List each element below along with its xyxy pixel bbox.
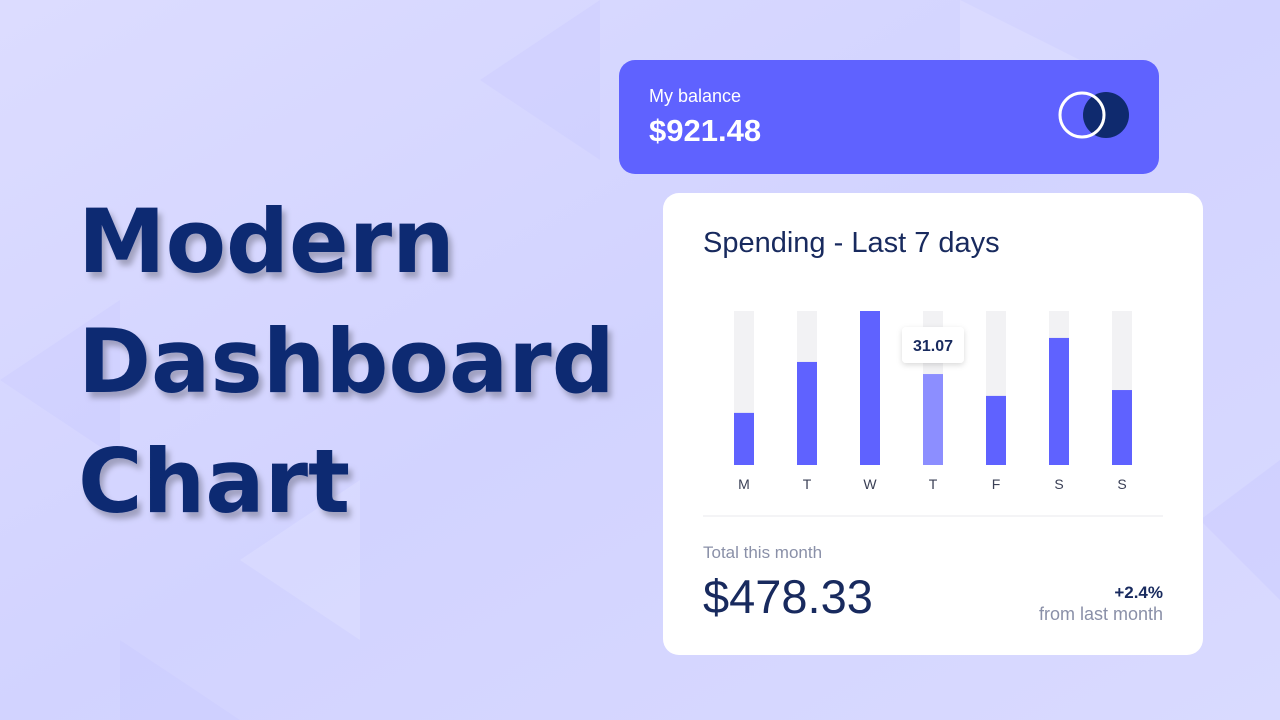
summary-change-note: from last month [1039, 604, 1163, 624]
bar [986, 395, 1006, 465]
bar [1112, 390, 1132, 465]
balance-card [619, 60, 1159, 174]
balance-amount: $921.48 [649, 113, 761, 148]
summary-change: +2.4% [1114, 583, 1163, 602]
x-tick-label: T [929, 476, 938, 492]
tooltip [902, 327, 964, 364]
x-tick-label: T [803, 476, 812, 492]
summary-label: Total this month [703, 543, 822, 562]
bar-chart: M T W 31.07 T F S S [734, 311, 1132, 492]
card-logo-circle [1083, 92, 1129, 138]
bar [734, 412, 754, 465]
headline-line: Modern [78, 190, 455, 293]
x-tick-label: S [1117, 476, 1126, 492]
bar [797, 361, 817, 465]
bar [860, 311, 880, 465]
tooltip-value: 31.07 [913, 338, 953, 355]
x-tick-label: W [863, 476, 877, 492]
chart-title: Spending - Last 7 days [703, 227, 1000, 259]
bar [923, 374, 943, 465]
card-logo-ring [1058, 91, 1106, 139]
x-tick-label: M [738, 476, 750, 492]
bar [1049, 337, 1069, 465]
x-tick-label: F [992, 476, 1001, 492]
balance-label: My balance [649, 86, 741, 106]
x-tick-label: S [1054, 476, 1063, 492]
headline-line: Chart [78, 430, 350, 533]
summary-amount: $478.33 [703, 570, 873, 623]
headline-line: Dashboard [78, 310, 615, 413]
